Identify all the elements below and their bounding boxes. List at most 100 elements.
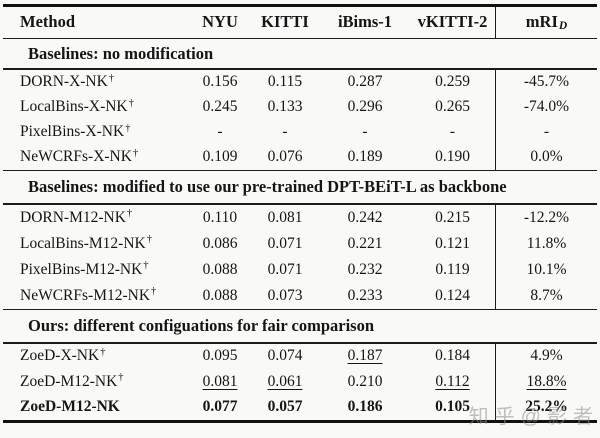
vkitti-value: 0.119 — [435, 260, 470, 278]
method-cell: NeWCRFs-X-NK † — [20, 147, 139, 166]
mri-value: -45.7% — [495, 69, 597, 95]
mid-rule — [3, 342, 597, 344]
kitti-value: 0.133 — [267, 98, 303, 116]
mri-value: 8.7% — [495, 282, 597, 309]
ibims-value: 0.242 — [347, 208, 383, 226]
nyu-value: 0.095 — [202, 347, 238, 365]
header-kitti: KITTI — [261, 12, 309, 32]
ibims-value: 0.189 — [347, 148, 383, 166]
dagger-mark: † — [146, 234, 152, 246]
vkitti-value: - — [449, 123, 456, 141]
results-table: Method NYU KITTI iBims-1 vKITTI-2 mRI D B… — [3, 4, 597, 423]
table-row: PixelBins-X-NK † - - - - - — [3, 119, 597, 145]
table-row: LocalBins-X-NK † 0.245 0.133 0.296 0.265 … — [3, 94, 597, 120]
table-row: NeWCRFs-M12-NK † 0.088 0.073 0.233 0.124 … — [3, 282, 597, 309]
vkitti-value: 0.184 — [435, 347, 470, 365]
section-2-rows: DORN-M12-NK † 0.110 0.081 0.242 0.215 -12… — [3, 204, 597, 309]
dagger-mark: † — [108, 72, 115, 84]
table-row: PixelBins-M12-NK † 0.088 0.071 0.232 0.11… — [3, 256, 597, 283]
vkitti-value: 0.121 — [435, 234, 470, 252]
dagger-mark: † — [118, 372, 124, 384]
kitti-value: 0.115 — [267, 73, 303, 91]
method-cell: ZoeD-M12-NK — [20, 398, 120, 416]
mri-value: 0.0% — [495, 144, 597, 170]
vkitti-value: 0.259 — [435, 73, 470, 91]
mri-value: -74.0% — [495, 94, 597, 120]
kitti-value: 0.061 — [267, 372, 303, 390]
dagger-mark: † — [128, 97, 134, 109]
nyu-value: 0.109 — [202, 148, 238, 166]
nyu-value: 0.081 — [202, 372, 238, 390]
ibims-value: 0.232 — [347, 260, 383, 278]
method-cell: DORN-M12-NK † — [20, 208, 133, 226]
table-row: ZoeD-X-NK † 0.095 0.074 0.187 0.184 4.9% — [3, 343, 597, 370]
method-cell: NeWCRFs-M12-NK † — [20, 286, 157, 304]
table-row: DORN-M12-NK † 0.110 0.081 0.242 0.215 -12… — [3, 204, 597, 231]
kitti-value: 0.081 — [267, 208, 303, 226]
bottom-rule — [3, 420, 597, 423]
nyu-value: 0.077 — [202, 398, 238, 416]
ibims-value: 0.221 — [347, 234, 383, 252]
method-cell: LocalBins-M12-NK † — [20, 234, 152, 252]
mid-rule — [3, 68, 597, 70]
section-title-ours-configurations: Ours: different configuations for fair c… — [28, 316, 375, 336]
mid-rule — [3, 203, 597, 205]
nyu-value: 0.088 — [202, 286, 238, 304]
mri-value: -12.2% — [495, 204, 597, 231]
method-cell: PixelBins-M12-NK † — [20, 260, 149, 278]
dagger-mark: † — [100, 346, 106, 358]
kitti-value: 0.074 — [267, 347, 303, 365]
nyu-value: 0.110 — [202, 208, 238, 226]
dagger-mark: † — [126, 208, 133, 220]
table-row: ZoeD-M12-NK † 0.081 0.061 0.210 0.112 18.… — [3, 369, 597, 395]
method-cell: ZoeD-M12-NK † — [20, 372, 124, 390]
header-ibims: iBims-1 — [337, 12, 393, 32]
header-vkitti: vKITTI-2 — [417, 12, 488, 32]
section-title-baselines-modified-backbone: Baselines: modified to use our pre-train… — [28, 177, 507, 197]
ibims-value: 0.287 — [347, 73, 383, 91]
mri-value: 18.8% — [495, 369, 597, 395]
table-row: NeWCRFs-X-NK † 0.109 0.076 0.189 0.190 0.… — [3, 144, 597, 170]
method-cell: LocalBins-X-NK † — [20, 97, 134, 116]
dagger-mark: † — [132, 147, 139, 159]
table-row: LocalBins-M12-NK † 0.086 0.071 0.221 0.12… — [3, 230, 597, 257]
mri-value: 10.1% — [495, 256, 597, 283]
vkitti-value: 0.265 — [435, 98, 470, 116]
method-cell: DORN-X-NK † — [20, 72, 115, 91]
ibims-value: 0.187 — [347, 347, 383, 365]
kitti-value: 0.073 — [267, 286, 303, 304]
section-1-rows: DORN-X-NK † 0.156 0.115 0.287 0.259 -45.7… — [3, 69, 597, 170]
dagger-mark: † — [125, 122, 131, 134]
nyu-value: 0.088 — [202, 260, 238, 278]
table-row-best: ZoeD-M12-NK 0.077 0.057 0.186 0.105 25.2… — [3, 394, 597, 421]
nyu-value: 0.245 — [202, 98, 238, 116]
nyu-value: - — [217, 123, 223, 141]
kitti-value: - — [282, 123, 288, 141]
ibims-value: 0.233 — [347, 286, 383, 304]
vkitti-value: 0.105 — [435, 398, 470, 416]
vkitti-value: 0.112 — [435, 372, 470, 390]
method-cell: PixelBins-X-NK † — [20, 122, 131, 141]
kitti-value: 0.057 — [267, 398, 303, 416]
table-row: DORN-X-NK † 0.156 0.115 0.287 0.259 -45.7… — [3, 69, 597, 95]
mid-rule — [3, 169, 597, 172]
kitti-value: 0.076 — [267, 148, 303, 166]
section-3-rows: ZoeD-X-NK † 0.095 0.074 0.187 0.184 4.9% … — [3, 343, 597, 421]
dagger-mark: † — [151, 286, 157, 298]
header-mri: mRI D — [495, 6, 597, 38]
mri-value: 25.2% — [495, 394, 597, 421]
kitti-value: 0.071 — [267, 260, 303, 278]
section-title-baselines-no-modification: Baselines: no modification — [28, 43, 214, 63]
ibims-value: 0.296 — [347, 98, 383, 116]
zhihu-watermark: 知乎@影者 — [468, 406, 599, 428]
mid-rule — [3, 308, 597, 311]
mri-subscript: D — [558, 20, 568, 33]
mri-value: 11.8% — [495, 230, 597, 257]
vkitti-value: 0.215 — [435, 208, 470, 226]
mri-value: 4.9% — [495, 343, 597, 370]
header-nyu: NYU — [202, 12, 238, 32]
mri-value: - — [495, 119, 597, 145]
kitti-value: 0.071 — [267, 234, 303, 252]
table-header-row: Method NYU KITTI iBims-1 vKITTI-2 mRI D — [3, 6, 597, 38]
